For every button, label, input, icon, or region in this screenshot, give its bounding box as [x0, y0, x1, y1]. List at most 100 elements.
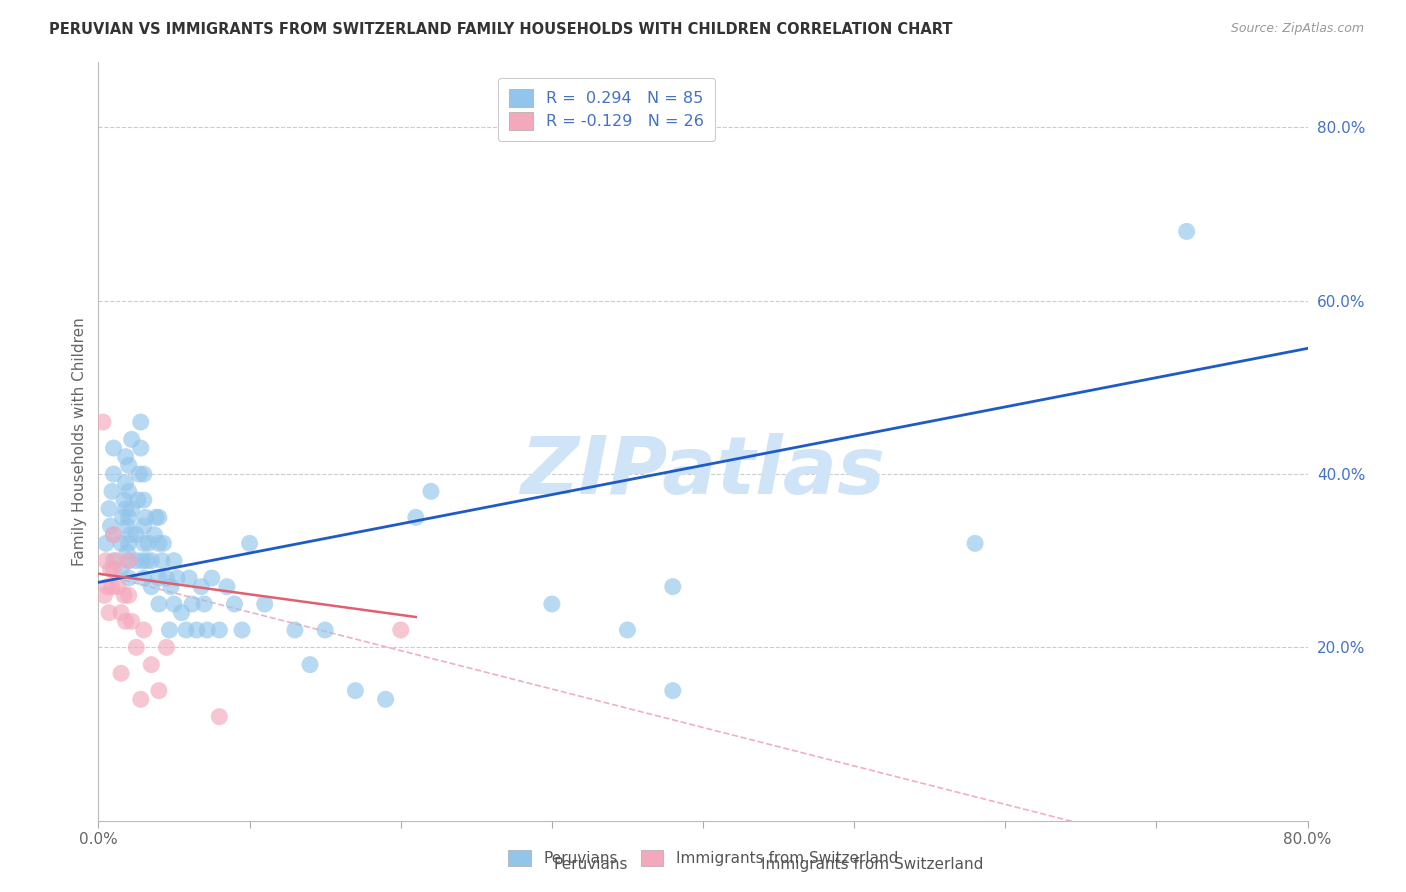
Point: [93, 588, 115, 602]
Point: [98, 501, 121, 516]
Point: [174, 623, 197, 637]
Point: [118, 571, 141, 585]
Point: [181, 597, 204, 611]
Point: [299, 657, 322, 672]
Point: [128, 467, 150, 481]
Point: [129, 415, 152, 429]
Point: [110, 562, 132, 576]
Point: [125, 554, 148, 568]
Point: [118, 554, 141, 568]
Point: [105, 554, 128, 568]
Text: Immigrants from Switzerland: Immigrants from Switzerland: [761, 857, 983, 872]
Point: [111, 510, 134, 524]
Point: [129, 441, 152, 455]
Point: [127, 493, 149, 508]
Point: [91, 415, 114, 429]
Point: [405, 510, 427, 524]
Point: [115, 545, 138, 559]
Point: [661, 580, 683, 594]
Point: [201, 571, 224, 585]
Text: Peruvians: Peruvians: [554, 857, 627, 872]
Point: [170, 606, 193, 620]
Point: [121, 615, 143, 629]
Point: [143, 527, 166, 541]
Point: [120, 527, 142, 541]
Point: [132, 536, 155, 550]
Point: [114, 475, 136, 490]
Point: [101, 484, 124, 499]
Point: [141, 580, 163, 594]
Point: [100, 562, 122, 576]
Point: [208, 623, 231, 637]
Point: [118, 536, 141, 550]
Point: [160, 580, 183, 594]
Point: [100, 519, 122, 533]
Point: [103, 441, 125, 455]
Point: [163, 597, 186, 611]
Text: PERUVIAN VS IMMIGRANTS FROM SWITZERLAND FAMILY HOUSEHOLDS WITH CHILDREN CORRELAT: PERUVIAN VS IMMIGRANTS FROM SWITZERLAND …: [49, 22, 953, 37]
Point: [190, 580, 212, 594]
Point: [112, 588, 135, 602]
Point: [239, 536, 262, 550]
Point: [110, 606, 132, 620]
Text: ZIPatlas: ZIPatlas: [520, 433, 886, 511]
Point: [148, 597, 170, 611]
Text: Source: ZipAtlas.com: Source: ZipAtlas.com: [1230, 22, 1364, 36]
Point: [107, 580, 129, 594]
Point: [389, 623, 412, 637]
Point: [148, 571, 170, 585]
Y-axis label: Family Households with Children: Family Households with Children: [72, 318, 87, 566]
Point: [118, 458, 141, 473]
Point: [118, 554, 141, 568]
Point: [125, 527, 148, 541]
Point: [96, 580, 118, 594]
Point: [148, 536, 170, 550]
Point: [135, 554, 157, 568]
Point: [118, 510, 141, 524]
Point: [125, 640, 148, 655]
Point: [224, 597, 246, 611]
Point: [314, 623, 336, 637]
Point: [134, 510, 156, 524]
Point: [103, 562, 125, 576]
Point: [540, 597, 562, 611]
Point: [208, 709, 231, 723]
Point: [145, 510, 167, 524]
Point: [193, 597, 215, 611]
Point: [179, 571, 201, 585]
Point: [103, 527, 125, 541]
Point: [231, 623, 253, 637]
Point: [118, 588, 141, 602]
Point: [284, 623, 307, 637]
Point: [420, 484, 443, 499]
Point: [110, 666, 132, 681]
Point: [103, 554, 125, 568]
Point: [150, 554, 173, 568]
Point: [112, 493, 135, 508]
Point: [101, 580, 124, 594]
Point: [121, 433, 143, 447]
Point: [253, 597, 276, 611]
Point: [110, 536, 132, 550]
Point: [136, 536, 159, 550]
Legend: Peruvians, Immigrants from Switzerland: Peruvians, Immigrants from Switzerland: [501, 842, 905, 873]
Point: [94, 554, 117, 568]
Point: [344, 683, 367, 698]
Point: [152, 536, 174, 550]
Point: [661, 683, 683, 698]
Point: [186, 623, 208, 637]
Point: [155, 640, 177, 655]
Point: [114, 450, 136, 464]
Point: [132, 493, 155, 508]
Point: [159, 623, 181, 637]
Point: [195, 623, 218, 637]
Point: [374, 692, 396, 706]
Point: [94, 536, 117, 550]
Point: [118, 484, 141, 499]
Point: [121, 501, 143, 516]
Point: [132, 467, 155, 481]
Point: [129, 692, 152, 706]
Point: [1175, 224, 1198, 238]
Point: [98, 606, 121, 620]
Point: [114, 615, 136, 629]
